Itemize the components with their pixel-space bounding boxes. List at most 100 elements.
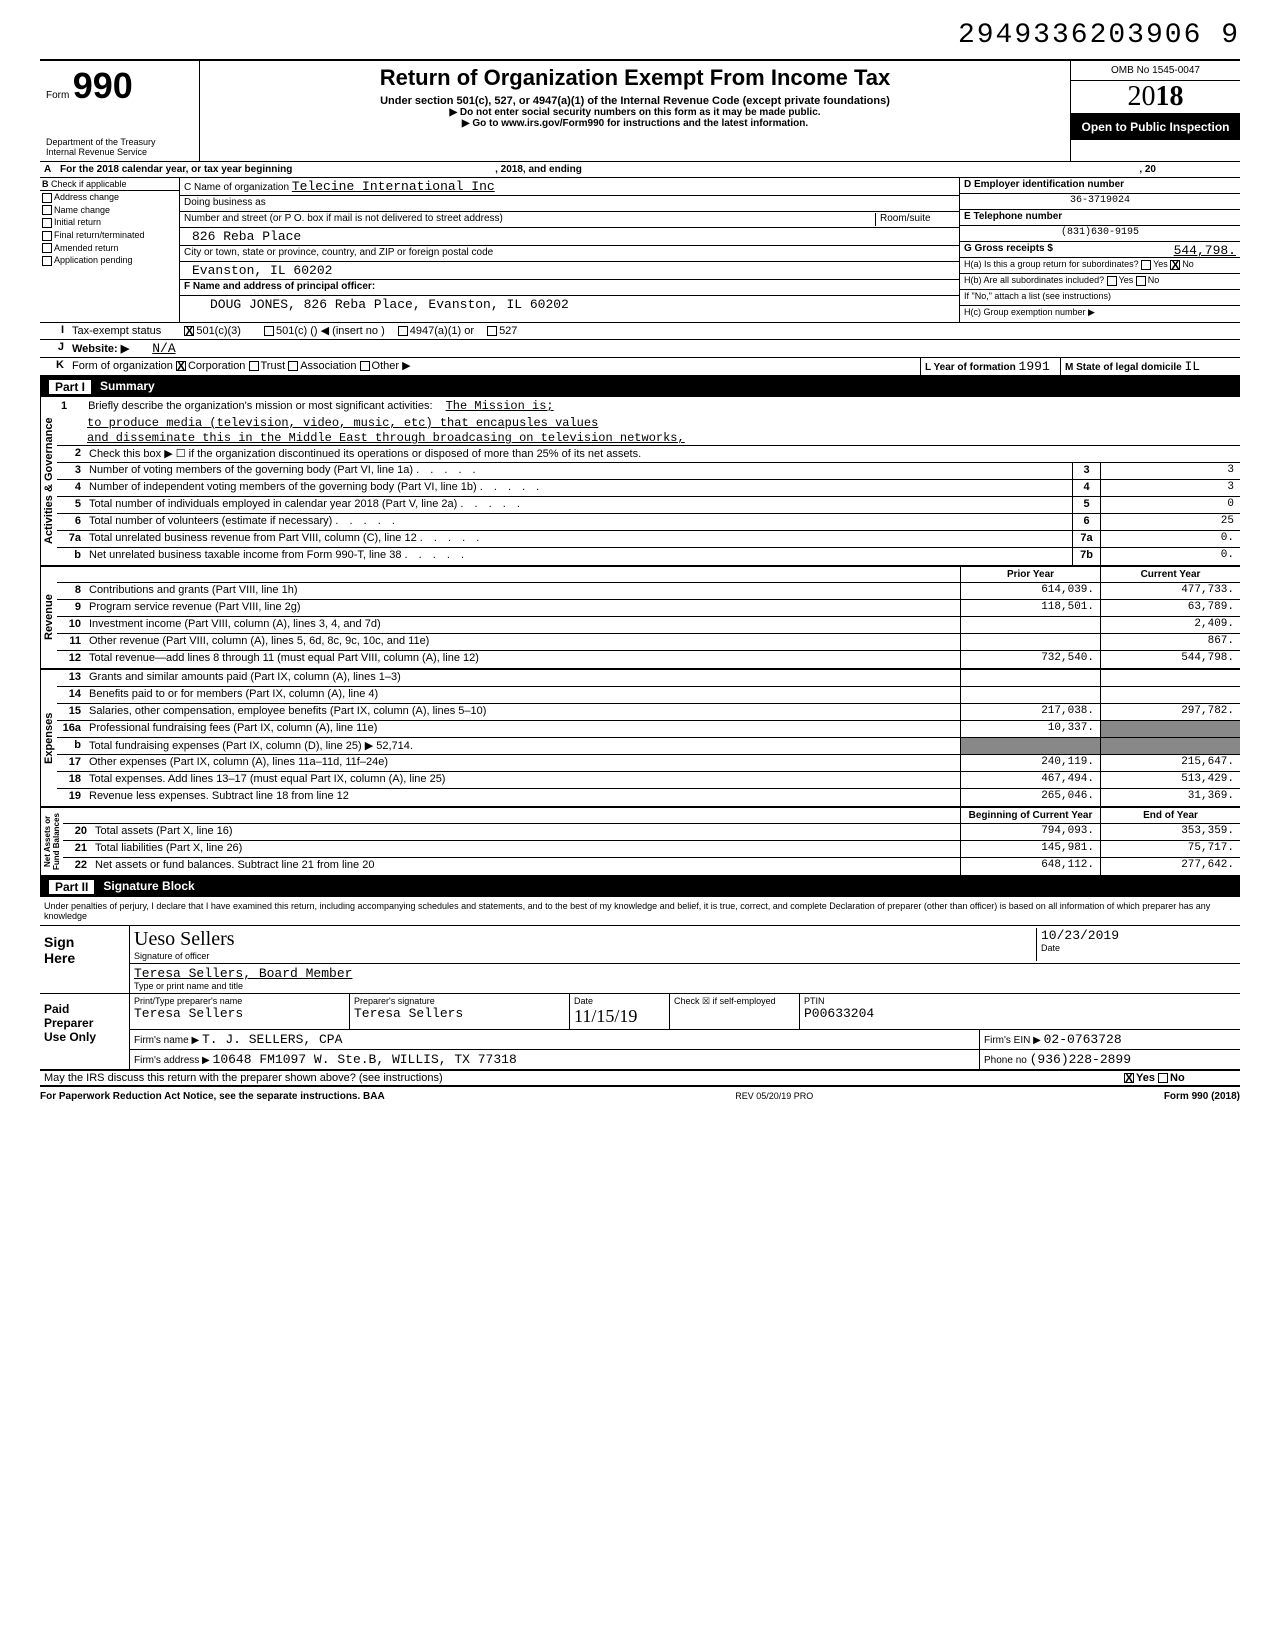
label-b: B [42, 179, 49, 189]
sign-date: 10/23/2019 [1041, 928, 1236, 943]
checkbox-irs-yes[interactable] [1124, 1073, 1134, 1083]
checkbox-irs-no[interactable] [1158, 1073, 1168, 1083]
current-year-header: Current Year [1100, 567, 1240, 582]
paid-preparer-row: Paid Preparer Use Only Print/Type prepar… [40, 994, 1240, 1070]
gross-receipts: 544,798. [1174, 243, 1236, 258]
checkbox-501c[interactable] [264, 326, 274, 336]
check-label: Amended return [54, 243, 119, 253]
revenue-section: Revenue Prior YearCurrent Year 8Contribu… [40, 567, 1240, 670]
hb-label: H(b) Are all subordinates included? [964, 275, 1104, 285]
checkbox-application-pending[interactable] [42, 256, 52, 266]
tax-year: 2018 [1071, 81, 1240, 114]
netassets-vbar: Net Assets or Fund Balances [40, 808, 63, 875]
checkbox-association[interactable] [288, 361, 298, 371]
table-row: 4Number of independent voting members of… [57, 480, 1240, 497]
year-formation: 1991 [1019, 359, 1050, 374]
ha-label: H(a) Is this a group return for subordin… [964, 259, 1139, 269]
expenses-vbar: Expenses [40, 670, 57, 806]
firm-ein-label: Firm's EIN ▶ [984, 1035, 1041, 1046]
form-org-label: Form of organization [72, 360, 173, 372]
website-label: Website: ▶ [72, 343, 129, 355]
footer: For Paperwork Reduction Act Notice, see … [40, 1087, 1240, 1102]
self-employed-check: Check ☒ if self-employed [674, 996, 795, 1007]
check-label: Final return/terminated [54, 230, 145, 240]
check-if-applicable: Check if applicable [51, 179, 127, 189]
org-name: Telecine International Inc [292, 179, 495, 194]
firm-name: T. J. SELLERS, CPA [202, 1032, 342, 1047]
d-label: D Employer identification number [960, 178, 1240, 194]
table-row: 20Total assets (Part X, line 16)794,093.… [63, 824, 1240, 841]
state-domicile: IL [1184, 359, 1200, 374]
row-a: A For the 2018 calendar year, or tax yea… [40, 162, 1240, 178]
checkbox-other[interactable] [360, 361, 370, 371]
checkbox-name-change[interactable] [42, 205, 52, 215]
document-id: 2949336203906 9 [40, 20, 1240, 51]
mission-label: Briefly describe the organization's miss… [88, 400, 432, 412]
table-row: 22Net assets or fund balances. Subtract … [63, 858, 1240, 875]
room-label: Room/suite [875, 213, 955, 226]
omb-number: OMB No 1545-0047 [1071, 61, 1240, 81]
instruction-1: ▶ Do not enter social security numbers o… [210, 107, 1060, 118]
checkbox-address-change[interactable] [42, 193, 52, 203]
checkbox-hb-no[interactable] [1136, 276, 1146, 286]
prep-sig: Teresa Sellers [354, 1006, 565, 1021]
form-label: Form [46, 90, 69, 101]
checkbox-trust[interactable] [249, 361, 259, 371]
m-label: M State of legal domicile [1065, 362, 1182, 373]
table-row: 7aTotal unrelated business revenue from … [57, 531, 1240, 548]
firm-addr-label: Firm's address ▶ [134, 1055, 210, 1066]
tax-exempt-label: Tax-exempt status [72, 325, 161, 337]
l-label: L Year of formation [925, 362, 1016, 373]
checkbox-ha-no[interactable] [1170, 260, 1180, 270]
label-i: I [40, 323, 68, 339]
prep-sig-label: Preparer's signature [354, 996, 565, 1006]
instruction-2: ▶ Go to www.irs.gov/Form990 for instruct… [210, 118, 1060, 129]
main-title: Return of Organization Exempt From Incom… [210, 65, 1060, 91]
table-row: 13Grants and similar amounts paid (Part … [57, 670, 1240, 687]
hc-label: H(c) Group exemption number ▶ [960, 306, 1240, 322]
city-label: City or town, state or province, country… [180, 246, 959, 262]
checkbox-527[interactable] [487, 326, 497, 336]
sign-here-row: Sign Here Ueso Sellers Signature of offi… [40, 926, 1240, 994]
line-2-text: Check this box ▶ ☐ if the organization d… [85, 446, 1240, 462]
table-row: 17Other expenses (Part IX, column (A), l… [57, 755, 1240, 772]
checkbox-final-return[interactable] [42, 231, 52, 241]
checkbox-ha-yes[interactable] [1141, 260, 1151, 270]
label-k: K [40, 358, 68, 375]
addr-label: Number and street (or P O. box if mail i… [184, 213, 875, 226]
e-label: E Telephone number [960, 210, 1240, 226]
part-1-header: Part ISummary [40, 377, 1240, 397]
part-2-header: Part IISignature Block [40, 877, 1240, 897]
checkbox-hb-yes[interactable] [1107, 276, 1117, 286]
prep-date-label: Date [574, 996, 665, 1006]
row-a-text: For the 2018 calendar year, or tax year … [56, 162, 1240, 177]
checkbox-501c3[interactable] [184, 326, 194, 336]
table-row: 11Other revenue (Part VIII, column (A), … [57, 634, 1240, 651]
mission-text-3: and disseminate this in the Middle East … [87, 431, 685, 445]
hb-hint: If "No," attach a list (see instructions… [960, 290, 1240, 306]
open-public-label: Open to Public Inspection [1071, 114, 1240, 140]
revenue-vbar: Revenue [40, 567, 57, 668]
telephone: (831)630-9195 [960, 226, 1240, 242]
checkbox-initial-return[interactable] [42, 218, 52, 228]
c-label: C Name of organization [184, 182, 289, 193]
prep-name: Teresa Sellers [134, 1006, 345, 1021]
governance-vbar: Activities & Governance [40, 397, 57, 565]
footer-right: Form 990 (2018) [1164, 1091, 1240, 1102]
form-header: Form 990 Department of the Treasury Inte… [40, 59, 1240, 162]
checkbox-4947[interactable] [398, 326, 408, 336]
prior-year-header: Prior Year [960, 567, 1100, 582]
g-label: G Gross receipts $ [964, 243, 1053, 254]
check-label: Name change [54, 205, 110, 215]
footer-mid: REV 05/20/19 PRO [735, 1091, 813, 1102]
phone-value: (936)228-2899 [1030, 1052, 1131, 1067]
form-number: 990 [73, 65, 133, 106]
firm-addr: 10648 FM1097 W. Ste.B, WILLIS, TX 77318 [213, 1052, 517, 1067]
department-text: Department of the Treasury Internal Reve… [46, 137, 193, 157]
checkbox-corporation[interactable] [176, 361, 186, 371]
checkbox-amended[interactable] [42, 243, 52, 253]
table-row: 10Investment income (Part VIII, column (… [57, 617, 1240, 634]
table-row: 14Benefits paid to or for members (Part … [57, 687, 1240, 704]
check-label: Initial return [54, 217, 101, 227]
table-row: 16aProfessional fundraising fees (Part I… [57, 721, 1240, 738]
